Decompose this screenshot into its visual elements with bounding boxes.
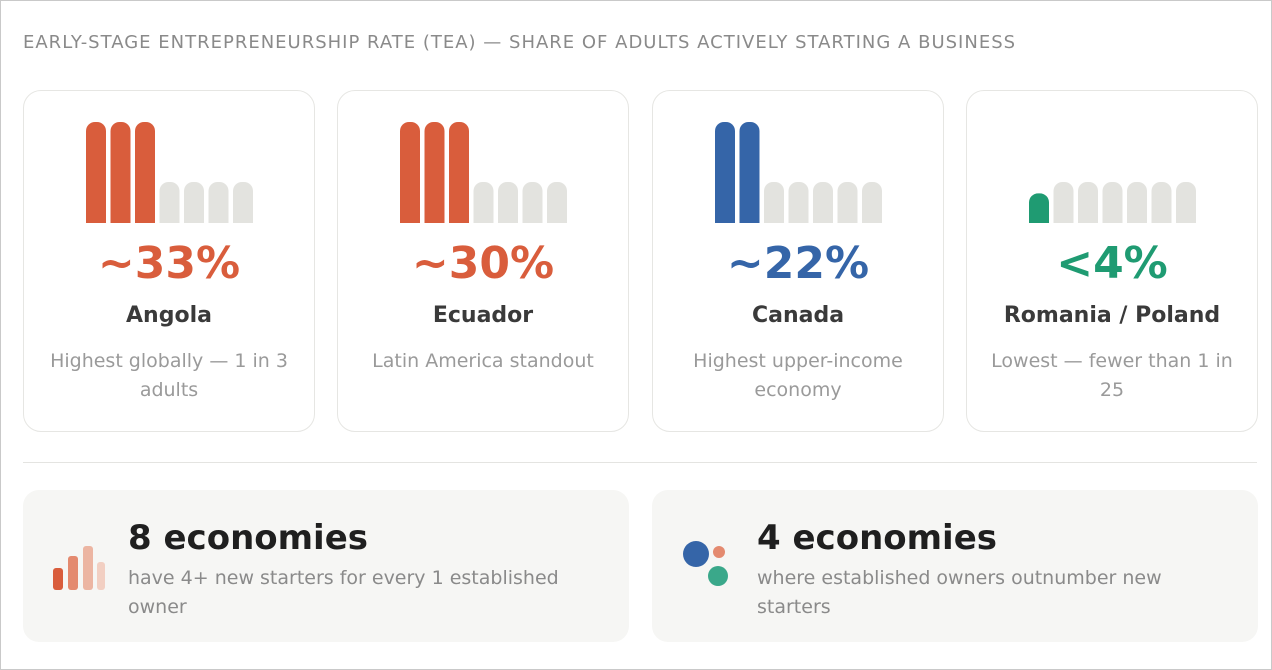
value-label: ~30% <box>411 238 555 289</box>
segment-empty <box>497 182 518 224</box>
summary-panel-starters: 8 economies have 4+ new starters for eve… <box>23 490 629 642</box>
segment-filled <box>85 122 106 224</box>
segment-bars-svg <box>399 122 567 224</box>
bar-baseline-mask <box>1028 223 1196 224</box>
segment-bar-group <box>338 121 628 224</box>
segment-empty <box>1053 182 1073 224</box>
note-text: Highest upper-income economy <box>693 350 903 401</box>
segment-filled <box>134 122 155 224</box>
segment-empty <box>763 182 784 224</box>
bar-chart-icon <box>51 542 109 594</box>
segment-empty <box>1175 182 1196 224</box>
segment-empty <box>788 182 808 224</box>
segment-empty <box>473 182 493 224</box>
segment-bar-group <box>653 121 943 224</box>
note-text: Lowest — fewer than 1 in 25 <box>991 350 1233 401</box>
note-text: Highest globally — 1 in 3 adults <box>50 350 288 401</box>
segment-empty <box>183 182 204 224</box>
card-romania-poland: <4% Romania / Poland Lowest — fewer than… <box>966 90 1258 432</box>
segment-empty <box>837 182 857 224</box>
segment-empty <box>208 182 228 224</box>
summary-text: have 4+ new starters for every 1 establi… <box>128 567 559 618</box>
segment-bars-svg <box>85 122 253 224</box>
card-ecuador: ~30% Ecuador Latin America standout <box>337 90 629 432</box>
segment-bars-svg <box>714 122 882 224</box>
value-label: <4% <box>1056 238 1168 289</box>
summary-count: 8 economies <box>128 518 369 558</box>
segment-empty <box>1102 182 1122 224</box>
segment-empty <box>1126 182 1147 224</box>
segment-empty <box>1151 182 1171 224</box>
segment-filled <box>399 122 420 224</box>
summary-count: 4 economies <box>757 518 998 558</box>
segment-bars-svg <box>1028 182 1196 224</box>
bar-baseline-mask <box>85 223 253 224</box>
divider <box>23 462 1257 463</box>
dots-icon <box>682 540 732 594</box>
segment-filled <box>739 122 759 224</box>
segment-filled <box>424 122 444 224</box>
value-label: ~33% <box>97 238 241 289</box>
segment-filled <box>714 122 735 224</box>
summary-panel-established: 4 economies where established owners out… <box>652 490 1258 642</box>
card-angola: ~33% Angola Highest globally — 1 in 3 ad… <box>23 90 315 432</box>
segment-empty <box>159 182 179 224</box>
segment-empty <box>522 182 542 224</box>
segment-bar-group <box>967 121 1257 224</box>
segment-partial <box>1028 193 1049 224</box>
summary-text: where established owners outnumber new s… <box>757 567 1162 618</box>
segment-empty <box>812 182 833 224</box>
segment-filled <box>110 122 130 224</box>
note-text: Latin America standout <box>372 350 594 372</box>
card-canada: ~22% Canada Highest upper-income economy <box>652 90 944 432</box>
segment-empty <box>1077 182 1098 224</box>
segment-bar-group <box>24 121 314 224</box>
segment-empty <box>232 182 253 224</box>
segment-empty <box>861 182 882 224</box>
country-label: Canada <box>751 303 845 328</box>
value-label: ~22% <box>726 238 870 289</box>
bar-baseline-mask <box>714 223 882 224</box>
segment-filled <box>448 122 469 224</box>
bar-baseline-mask <box>399 223 567 224</box>
country-label: Ecuador <box>432 303 534 328</box>
country-label: Romania / Poland <box>1003 303 1221 328</box>
segment-empty <box>546 182 567 224</box>
country-label: Angola <box>126 303 212 328</box>
chart-title: EARLY-STAGE ENTREPRENEURSHIP RATE (TEA) … <box>23 32 1017 53</box>
